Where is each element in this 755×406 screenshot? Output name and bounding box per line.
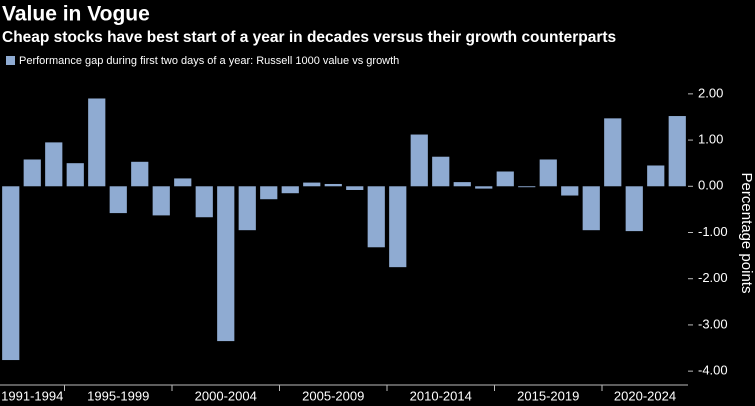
chart-subtitle: Cheap stocks have best start of a year i…: [2, 29, 616, 46]
bar: [260, 186, 278, 200]
bar: [647, 165, 665, 187]
x-group-label: 2020-2024: [614, 388, 676, 403]
bar: [66, 163, 84, 187]
bar: [109, 186, 127, 214]
bar: [453, 182, 471, 187]
bar: [88, 98, 106, 187]
y-tick-label: -1.00: [698, 224, 728, 239]
bar: [23, 159, 41, 187]
y-tick-label: -2.00: [698, 270, 728, 285]
bar: [281, 186, 299, 194]
y-tick-label: -3.00: [698, 316, 728, 331]
y-tick-label: -4.00: [698, 363, 728, 378]
bar: [604, 118, 622, 187]
bar: [303, 182, 321, 187]
bar: [432, 156, 450, 187]
bar: [238, 186, 256, 231]
bar: [131, 161, 149, 187]
bar: [539, 159, 557, 187]
bar: [561, 186, 579, 196]
bar: [496, 171, 514, 187]
bar: [152, 186, 170, 216]
bar: [2, 186, 20, 361]
y-tick-label: 0.00: [698, 178, 723, 193]
chart-title: Value in Vogue: [2, 3, 150, 26]
x-group-label: 2000-2004: [195, 388, 257, 403]
y-tick-label: 2.00: [698, 85, 723, 100]
y-tick-label: 1.00: [698, 132, 723, 147]
x-group-label: 2005-2009: [302, 388, 364, 403]
x-group-label: 2015-2019: [517, 388, 579, 403]
bar: [217, 186, 235, 342]
y-axis-title: Percentage points: [738, 173, 755, 294]
legend-label: Performance gap during first two days of…: [19, 55, 399, 67]
x-group-label: 1991-1994: [1, 388, 63, 403]
x-group-label: 2010-2014: [410, 388, 472, 403]
bar: [389, 186, 407, 268]
bar: [668, 116, 686, 187]
bar: [410, 134, 428, 187]
bar: [45, 142, 63, 187]
bar: [367, 186, 385, 248]
x-group-label: 1995-1999: [87, 388, 149, 403]
bar: [518, 186, 536, 188]
legend-swatch: [6, 56, 15, 65]
bar: [174, 178, 192, 187]
bar: [324, 183, 342, 187]
bar: [475, 186, 493, 189]
bar: [582, 186, 600, 231]
bar: [346, 186, 364, 190]
bar: [195, 186, 213, 218]
bar: [625, 186, 643, 232]
